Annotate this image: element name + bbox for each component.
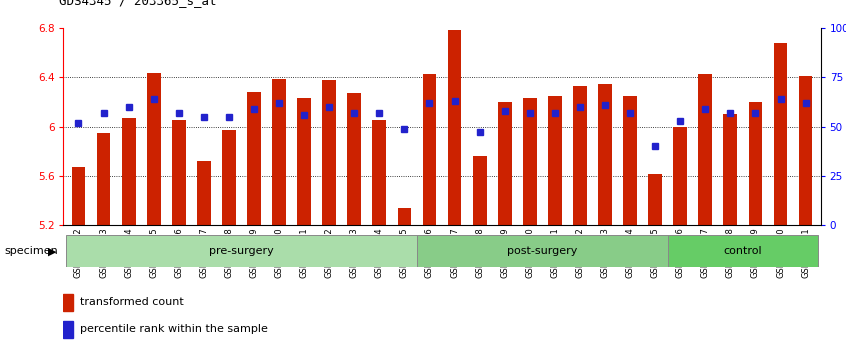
FancyBboxPatch shape [66,235,417,267]
Bar [372,120,387,225]
Bar [197,161,211,225]
Text: transformed count: transformed count [80,297,184,307]
Text: post-surgery: post-surgery [507,246,578,256]
Bar [322,80,336,225]
Text: pre-surgery: pre-surgery [209,246,274,256]
Bar [749,102,762,225]
Bar [773,43,788,225]
Bar [348,93,361,225]
Text: control: control [723,246,762,256]
Bar [297,98,311,225]
Bar [222,130,236,225]
Bar [63,321,73,338]
Bar [699,74,712,225]
Bar [473,156,486,225]
Bar [247,92,261,225]
Bar [548,96,562,225]
Bar [448,29,461,225]
Bar [799,76,812,225]
Bar [648,175,662,225]
Bar [624,96,637,225]
Bar [423,74,437,225]
Bar [96,133,111,225]
Bar [72,167,85,225]
FancyBboxPatch shape [417,235,667,267]
Bar [598,84,612,225]
Bar [398,207,411,225]
Text: ▶: ▶ [48,246,57,256]
Text: GDS4345 / 203365_s_at: GDS4345 / 203365_s_at [59,0,217,7]
Text: specimen: specimen [4,246,58,256]
Bar [497,102,512,225]
Bar [272,79,286,225]
Bar [723,114,737,225]
Bar [523,98,536,225]
Bar [122,118,135,225]
FancyBboxPatch shape [667,235,818,267]
Bar [63,293,73,310]
Bar [147,73,161,225]
Bar [172,120,185,225]
Text: percentile rank within the sample: percentile rank within the sample [80,324,268,334]
Bar [673,126,687,225]
Bar [573,86,587,225]
